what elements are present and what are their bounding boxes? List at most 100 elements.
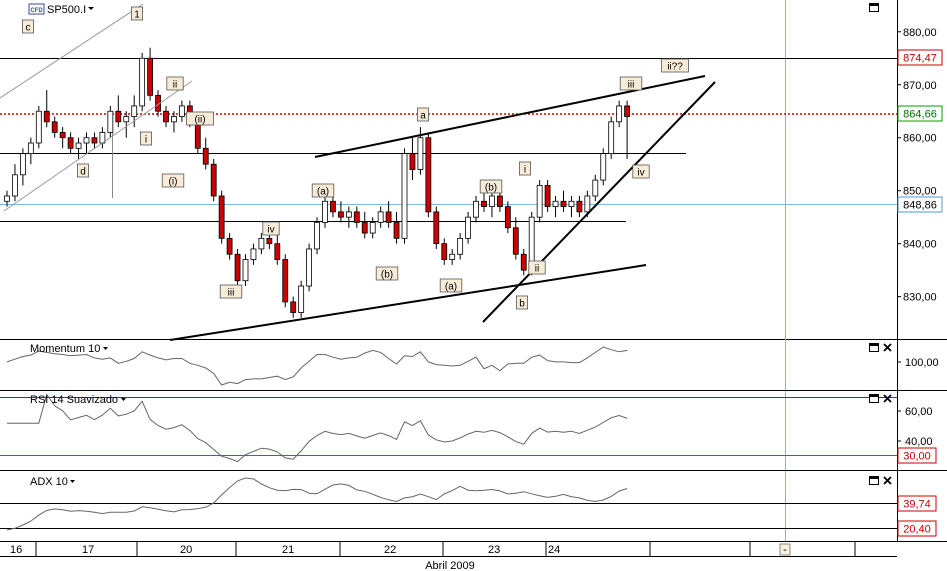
candle	[91, 132, 98, 149]
candle	[107, 105, 114, 138]
candle	[457, 233, 464, 260]
chevron-down-icon[interactable]	[103, 347, 108, 350]
chevron-down-icon[interactable]	[88, 7, 94, 10]
price-scale: 880,00 870,00 860,00 850,00 840,00 830,00 100,…	[897, 27, 939, 448]
trend-lines	[0, 3, 716, 341]
svg-text:ii: ii	[535, 264, 539, 275]
candle	[258, 233, 265, 255]
wave-label: (i)	[161, 173, 185, 188]
candle	[115, 95, 122, 128]
candle	[306, 243, 313, 292]
candle	[234, 248, 241, 287]
chevron-down-icon[interactable]	[70, 480, 75, 483]
candle	[83, 132, 90, 154]
symbol-name: SP500.I	[47, 4, 86, 16]
cfd-badge-label: CFD	[30, 8, 43, 14]
candle	[441, 238, 448, 265]
chevron-down-icon[interactable]	[121, 398, 126, 401]
early-channel-line-b	[3, 80, 193, 212]
candle	[568, 195, 575, 218]
wave-label: 1	[130, 6, 143, 21]
close-icon[interactable]	[883, 394, 892, 403]
wave-label: d	[77, 163, 90, 178]
candle	[377, 206, 384, 228]
close-icon[interactable]	[883, 343, 892, 352]
price-tick-label: 840,00	[903, 239, 937, 251]
close-icon[interactable]	[883, 476, 892, 485]
candle	[385, 201, 392, 228]
day-tick-label: 23	[488, 544, 500, 556]
svg-text:i: i	[524, 165, 526, 176]
svg-text:ii: ii	[173, 80, 177, 91]
wave-label: (a)	[439, 278, 463, 293]
price-tick-label: 830,00	[903, 292, 937, 304]
maximize-icon[interactable]	[869, 476, 879, 485]
candle	[544, 180, 551, 212]
candle	[433, 206, 440, 249]
candle	[552, 195, 559, 218]
wave-label: (b)	[375, 266, 399, 281]
candle	[393, 211, 400, 244]
svg-text:i: i	[145, 135, 147, 146]
svg-text:(i): (i)	[169, 177, 178, 188]
maximize-icon[interactable]	[869, 343, 879, 352]
day-tick-label: 17	[82, 544, 94, 556]
candle	[353, 206, 360, 228]
candle	[314, 217, 320, 255]
candle	[218, 190, 225, 244]
indicator-tick-label: 40,00	[905, 436, 933, 448]
price-tick-label: 860,00	[903, 133, 937, 145]
candle	[616, 100, 623, 128]
candle	[504, 201, 511, 234]
scroll-marker[interactable]	[779, 543, 791, 556]
day-tick-label: 24	[548, 544, 560, 556]
wave-label: ii	[166, 76, 184, 91]
adx-panel	[0, 477, 897, 531]
rsi-panel	[0, 393, 947, 471]
wave-label: a	[416, 107, 429, 122]
symbol-header[interactable]: CFD SP500.I	[28, 3, 94, 16]
candle	[624, 100, 630, 159]
candle	[27, 137, 34, 165]
candle	[345, 206, 352, 228]
candle	[131, 95, 138, 128]
momentum-header[interactable]: Momentum 10	[30, 343, 108, 355]
svg-text:c: c	[26, 23, 31, 34]
momentum-line	[6, 346, 628, 386]
candle	[576, 195, 583, 218]
candle	[560, 190, 567, 212]
price-badge-line-top: 874,47	[903, 53, 937, 65]
adx-line	[6, 477, 628, 531]
candle	[12, 164, 18, 202]
candle	[171, 111, 177, 133]
candle	[147, 47, 154, 101]
wave-label: (b)	[479, 179, 503, 194]
indicator-tick-label: 60,00	[905, 406, 933, 418]
indicator-tick-label: 100,00	[905, 357, 939, 369]
candle	[19, 148, 26, 186]
day-tick-label: 20	[180, 544, 192, 556]
early-channel-line-a	[0, 3, 144, 99]
candle	[4, 190, 10, 207]
price-tick-label: 870,00	[903, 80, 937, 92]
candle	[465, 211, 472, 244]
candle	[250, 243, 257, 265]
wave-label: b	[516, 295, 529, 310]
channel-lower-line	[169, 264, 647, 341]
wave-label: iv	[262, 221, 280, 236]
adx-header[interactable]: ADX 10	[30, 476, 75, 488]
momentum-panel	[0, 346, 947, 391]
candle	[298, 280, 305, 318]
maximize-icon[interactable]	[869, 394, 879, 403]
candle	[67, 132, 74, 154]
svg-text:iv: iv	[637, 168, 644, 179]
maximize-icon[interactable]	[869, 3, 879, 12]
candle	[369, 217, 376, 239]
candle	[512, 217, 519, 260]
adx-label: ADX 10	[30, 476, 68, 488]
wedge-lower-line	[482, 81, 716, 323]
rsi-header[interactable]: RSI 14 Suavizado	[30, 394, 126, 406]
candle	[489, 190, 495, 218]
scale-badges: 874,47 864,66 848,86 30,00 39,74 20,40	[897, 49, 943, 537]
candle	[242, 254, 249, 287]
